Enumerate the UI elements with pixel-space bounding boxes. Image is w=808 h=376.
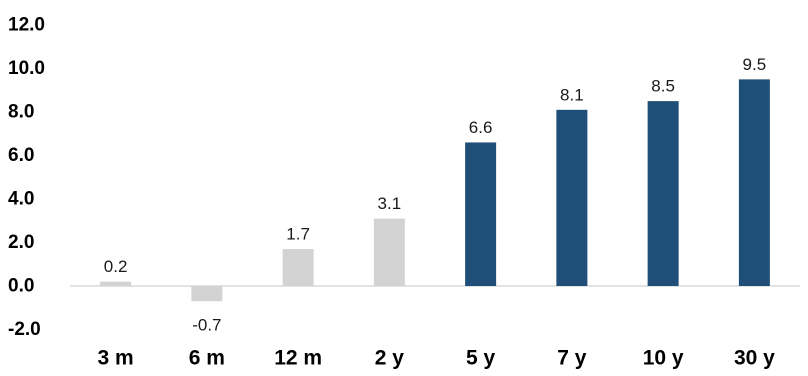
y-tick-label: 12.0: [8, 15, 45, 36]
data-label: 8.5: [651, 77, 675, 96]
x-tick-label: 7 y: [557, 347, 587, 370]
x-tick-label: 2 y: [375, 347, 405, 370]
x-axis: 3 m 6 m 12 m 2 y 5 y 7 y 10 y 30 y: [98, 347, 776, 370]
y-tick-label: 2.0: [8, 232, 34, 253]
x-tick-label: 10 y: [643, 347, 684, 370]
x-tick-label: 12 m: [274, 347, 322, 370]
x-tick-label: 30 y: [734, 347, 775, 370]
y-tick-label: 8.0: [8, 102, 34, 123]
bar: [556, 109, 588, 286]
bar: [373, 218, 405, 286]
y-tick-label: 10.0: [8, 58, 45, 79]
data-label: 1.7: [286, 225, 310, 244]
bar: [191, 286, 223, 302]
y-tick-label: 6.0: [8, 145, 34, 166]
data-label: 0.2: [104, 257, 128, 276]
data-label: 8.1: [560, 85, 584, 104]
y-tick-label: 0.0: [8, 276, 34, 297]
y-axis: 12.0 10.0 8.0 6.0 4.0 2.0 0.0 -2.0: [8, 15, 45, 341]
bar: [282, 249, 314, 286]
data-label: -0.7: [192, 316, 221, 335]
bar: [465, 142, 497, 286]
x-tick-label: 5 y: [466, 347, 496, 370]
x-tick-label: 3 m: [98, 347, 134, 370]
data-label: 3.1: [378, 194, 402, 213]
bars: [100, 79, 770, 302]
y-tick-label: 4.0: [8, 189, 34, 210]
bar: [738, 79, 770, 286]
y-tick-label: -2.0: [8, 319, 41, 340]
data-label: 6.6: [469, 118, 493, 137]
data-labels: 0.2 -0.7 1.7 3.1 6.6 8.1 8.5 9.5: [104, 55, 766, 335]
x-tick-label: 6 m: [189, 347, 225, 370]
bar: [647, 101, 679, 286]
data-label: 9.5: [743, 55, 767, 74]
bar: [100, 281, 132, 286]
